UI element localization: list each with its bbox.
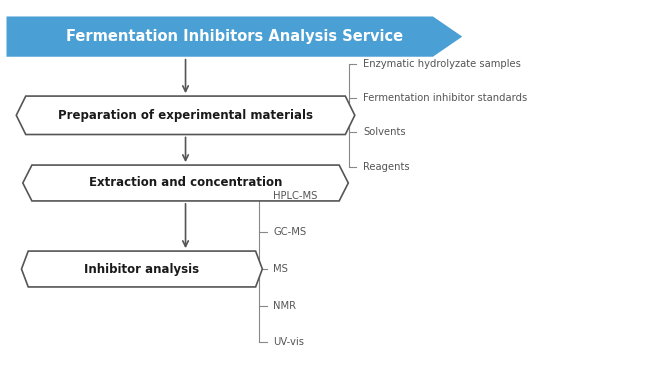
Polygon shape: [7, 16, 462, 57]
Text: Fermentation inhibitor standards: Fermentation inhibitor standards: [363, 93, 527, 103]
Text: Inhibitor analysis: Inhibitor analysis: [85, 262, 199, 276]
Text: MS: MS: [273, 264, 288, 274]
Polygon shape: [21, 251, 262, 287]
Text: UV-vis: UV-vis: [273, 337, 304, 347]
Text: GC-MS: GC-MS: [273, 227, 307, 238]
Polygon shape: [23, 165, 348, 201]
Text: Fermentation Inhibitors Analysis Service: Fermentation Inhibitors Analysis Service: [66, 29, 403, 44]
Text: Enzymatic hydrolyzate samples: Enzymatic hydrolyzate samples: [363, 59, 521, 69]
Text: Reagents: Reagents: [363, 161, 409, 172]
Text: Solvents: Solvents: [363, 127, 406, 137]
Text: Extraction and concentration: Extraction and concentration: [89, 176, 283, 190]
Text: Preparation of experimental materials: Preparation of experimental materials: [58, 109, 313, 122]
Text: HPLC-MS: HPLC-MS: [273, 191, 318, 201]
Text: NMR: NMR: [273, 300, 296, 311]
Polygon shape: [16, 96, 355, 134]
